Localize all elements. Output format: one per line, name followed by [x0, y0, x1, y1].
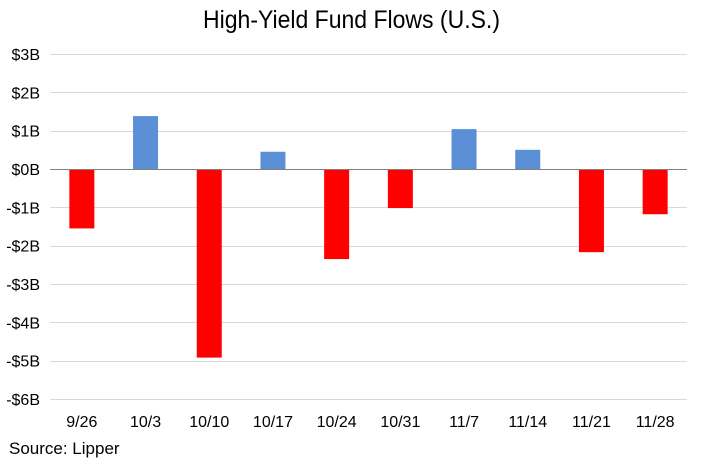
x-tick-label: 11/7 — [449, 414, 479, 431]
bar-10-17 — [260, 151, 286, 169]
chart-title: High-Yield Fund Flows (U.S.) — [203, 6, 500, 34]
x-tick-label: 10/17 — [253, 414, 293, 431]
bar-10-3 — [133, 116, 159, 169]
y-tick-label: -$4B — [6, 315, 40, 332]
bar-10-24 — [324, 169, 350, 260]
x-tick-label: 10/10 — [189, 414, 229, 431]
bar-11-14 — [515, 149, 541, 169]
y-tick-label: $2B — [12, 85, 40, 102]
y-tick-label: -$6B — [6, 392, 40, 409]
x-tick-label: 10/3 — [130, 414, 161, 431]
y-tick-label: -$5B — [6, 354, 40, 371]
bar-9-26 — [69, 169, 95, 229]
y-tick-label: $3B — [12, 47, 40, 64]
x-tick-label: 11/21 — [572, 414, 611, 431]
y-tick-label: -$3B — [6, 277, 40, 294]
x-tick-label: 9/26 — [66, 414, 97, 431]
x-axis-tick-labels: 9/26 10/3 10/10 10/17 10/24 10/31 11/7 11/14 11/… — [66, 414, 674, 431]
bars — [69, 116, 668, 358]
bar-11-28 — [642, 169, 668, 215]
y-axis-tick-labels: $3B $2B $1B $0B -$1B -$2B -$3B -$4B -$5B -$6B — [6, 47, 40, 409]
x-tick-label: 11/14 — [508, 414, 547, 431]
y-tick-label: $0B — [12, 162, 40, 179]
source-note: Source: Lipper — [9, 439, 120, 458]
x-tick-label: 10/31 — [380, 414, 420, 431]
x-tick-label: 10/24 — [317, 414, 357, 431]
x-tick-label: 11/28 — [636, 414, 675, 431]
bar-10-31 — [387, 169, 413, 209]
bar-11-21 — [578, 169, 604, 253]
y-tick-label: -$2B — [6, 239, 40, 256]
bar-11-7 — [451, 129, 477, 169]
y-tick-label: $1B — [12, 124, 40, 141]
y-tick-label: -$1B — [6, 200, 40, 217]
bar-10-10 — [196, 169, 222, 358]
